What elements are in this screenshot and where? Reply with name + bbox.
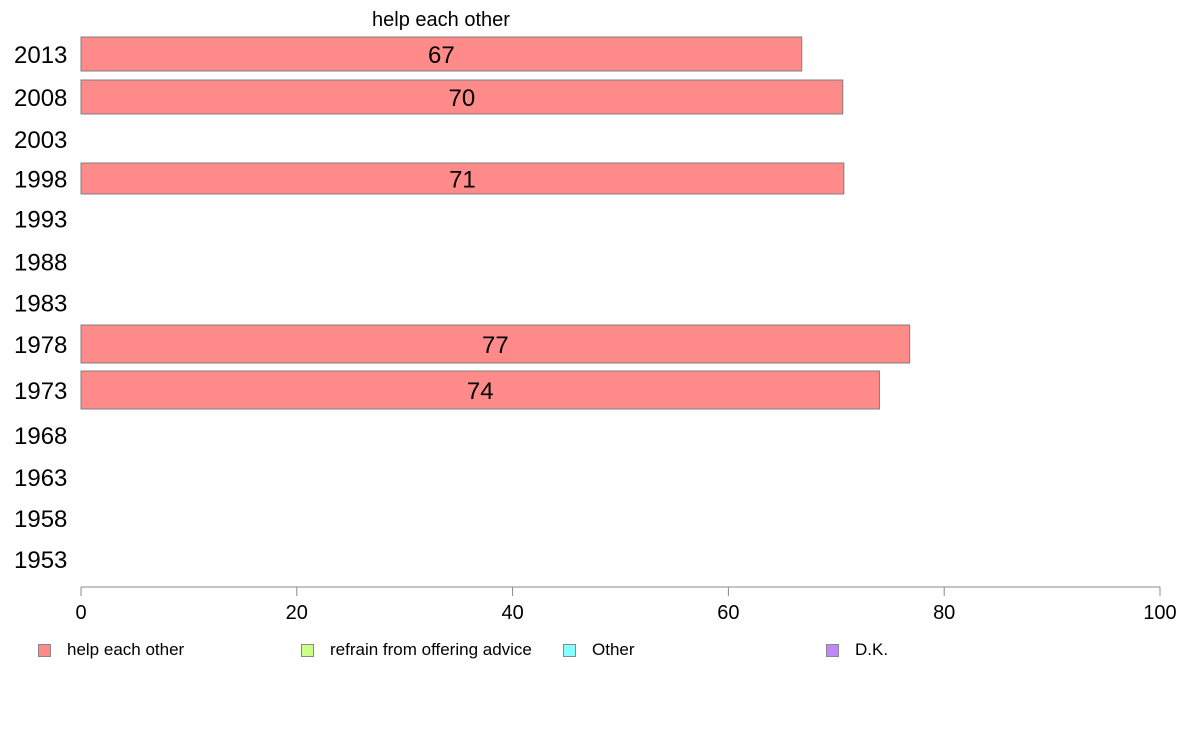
legend-item-help-each-other: help each other [38, 640, 184, 660]
data-label: 74 [467, 378, 494, 405]
legend-swatch-icon [301, 643, 314, 657]
category-label: 2013 [14, 42, 67, 69]
legend-item-other: Other [563, 640, 635, 660]
legend-label: refrain from offering advice [330, 640, 532, 659]
bars-group: 67 70 71 77 74 [80, 36, 911, 410]
category-label: 1968 [14, 423, 67, 450]
chart-title: help each other [372, 9, 510, 31]
category-label: 1988 [14, 250, 67, 277]
category-label: 2003 [14, 127, 67, 154]
x-tick-label: 80 [933, 602, 955, 624]
data-label: 71 [449, 167, 476, 194]
data-label: 70 [449, 85, 476, 112]
legend-swatch-icon [563, 643, 576, 657]
data-label: 77 [482, 332, 509, 359]
category-label: 1993 [14, 207, 67, 234]
legend-label: D.K. [855, 640, 889, 659]
legend-label: help each other [67, 640, 185, 659]
x-tick-label: 20 [286, 602, 308, 624]
chart: help each other 67 70 71 77 74 2013 2008 2003 1… [14, 9, 1177, 624]
category-labels: 2013 2008 2003 1998 1993 1988 1983 1978 1973 1968… [14, 42, 67, 574]
legend-swatch-icon [826, 643, 839, 657]
category-label: 1983 [14, 291, 67, 318]
bar [80, 370, 880, 410]
category-label: 1973 [14, 378, 67, 405]
x-tick-label: 0 [75, 602, 86, 624]
x-tick-label: 100 [1143, 602, 1176, 624]
bar [80, 162, 845, 195]
bar [80, 79, 844, 115]
category-label: 2008 [14, 85, 67, 112]
legend-item-refrain: refrain from offering advice [301, 640, 532, 660]
bar [80, 324, 911, 364]
category-label: 1998 [14, 167, 67, 194]
x-axis: 0 20 40 60 80 100 [75, 586, 1177, 624]
category-label: 1953 [14, 547, 67, 574]
x-tick-label: 60 [717, 602, 739, 624]
legend-swatch-icon [38, 643, 51, 657]
bar [80, 36, 803, 72]
legend-label: Other [592, 640, 635, 659]
legend-item-dk: D.K. [826, 640, 888, 660]
data-label: 67 [428, 42, 455, 69]
category-label: 1978 [14, 332, 67, 359]
category-label: 1963 [14, 465, 67, 492]
legend: help each other refrain from offering ad… [38, 640, 1158, 662]
x-tick-label: 40 [501, 602, 523, 624]
category-label: 1958 [14, 506, 67, 533]
